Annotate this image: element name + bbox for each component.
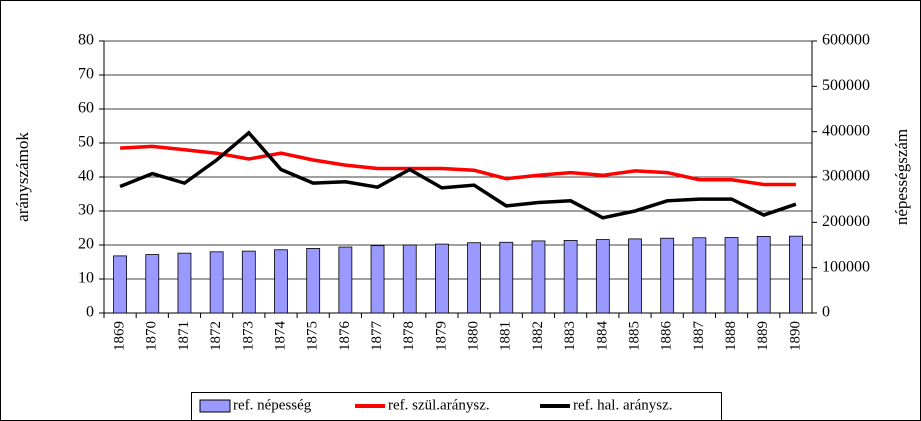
bar	[756, 235, 771, 314]
x-tick-label: 1882	[530, 321, 546, 351]
x-tick-label: 1886	[659, 321, 675, 352]
bar	[692, 237, 707, 314]
bar	[499, 241, 514, 314]
y-tick-label: 60	[78, 100, 94, 117]
x-tick-label: 1888	[723, 321, 739, 351]
bar	[724, 237, 739, 314]
line	[119, 144, 796, 187]
line	[119, 130, 797, 220]
bar	[563, 240, 578, 314]
legend-swatch	[199, 399, 231, 413]
y2-tick-label: 300000	[822, 168, 870, 185]
x-tick-label: 1871	[176, 321, 192, 351]
legend-label: ref. népesség	[233, 397, 312, 413]
x-tick-label: 1876	[337, 321, 353, 352]
bar	[306, 247, 321, 314]
y2-tick-label: 400000	[822, 122, 870, 139]
bar	[177, 252, 192, 314]
y-tick-label: 0	[86, 304, 94, 321]
x-tick-label: 1872	[208, 321, 224, 351]
x-tick-label: 1880	[466, 321, 482, 351]
x-tick-label: 1881	[498, 321, 514, 351]
x-tick-label: 1869	[112, 321, 128, 351]
y2-tick-label: 500000	[822, 77, 870, 94]
y2-tick-label: 600000	[822, 32, 870, 49]
x-tick-label: 1873	[240, 321, 256, 351]
y2-tick-label: 100000	[822, 258, 870, 275]
y-tick-label: 10	[78, 270, 94, 287]
x-tick-label: 1890	[787, 321, 803, 351]
x-tick-label: 1889	[755, 321, 771, 351]
bar	[338, 246, 353, 314]
legend-label: ref. hal. aránysz.	[573, 397, 673, 413]
x-tick-label: 1883	[562, 321, 578, 351]
bar	[595, 239, 610, 314]
y-tick-label: 50	[78, 134, 94, 151]
bar	[435, 243, 449, 314]
y-tick-label: 20	[78, 236, 94, 253]
bar	[113, 255, 127, 314]
y2-tick-label: 200000	[822, 213, 870, 230]
bar	[628, 238, 642, 314]
y-tick-label: 30	[78, 202, 94, 219]
legend-label: ref. szül.aránysz.	[388, 397, 490, 413]
x-tick-label: 1887	[691, 321, 707, 352]
y-tick-label: 40	[78, 168, 94, 185]
x-tick-label: 1879	[433, 321, 449, 351]
bar	[209, 251, 224, 314]
x-tick-label: 1884	[594, 321, 610, 352]
x-tick-label: 1877	[369, 321, 385, 352]
bar	[274, 249, 288, 314]
bar	[660, 237, 675, 314]
y2-axis-label: népességszám	[892, 129, 911, 225]
bar	[531, 240, 546, 314]
bar	[370, 245, 385, 314]
y2-tick-label: 0	[822, 304, 830, 321]
y-tick-label: 70	[78, 66, 94, 83]
bar	[467, 242, 481, 314]
bar	[789, 235, 803, 314]
y-tick-label: 80	[78, 32, 94, 49]
bar	[145, 254, 160, 314]
y-axis-label: arányszámok	[13, 132, 32, 222]
bar	[402, 244, 417, 314]
bar	[241, 250, 256, 314]
x-tick-label: 1885	[626, 321, 642, 351]
x-tick-label: 1870	[144, 321, 160, 351]
x-tick-label: 1875	[305, 321, 321, 351]
x-tick-label: 1878	[401, 321, 417, 351]
x-tick-label: 1874	[272, 321, 288, 352]
legend-box	[191, 392, 722, 421]
